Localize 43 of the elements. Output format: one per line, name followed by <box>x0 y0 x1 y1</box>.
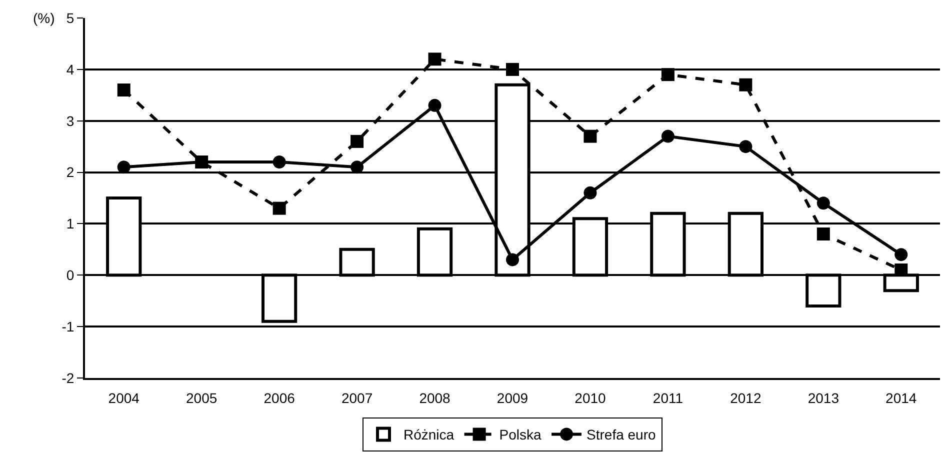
y-tick-label: 3 <box>66 112 74 129</box>
legend-label: Polska <box>499 426 542 443</box>
point <box>117 160 130 174</box>
point <box>506 62 519 76</box>
y-tick-label: -1 <box>62 318 74 334</box>
x-tick-label: 2011 <box>652 390 684 406</box>
y-tick-label: 1 <box>66 216 74 232</box>
x-tick-label: 2004 <box>108 390 140 406</box>
x-tick-label: 2013 <box>808 390 840 406</box>
x-tick-label: 2010 <box>574 390 606 406</box>
point <box>739 140 752 154</box>
x-tick-label: 2012 <box>730 390 762 406</box>
x-tick-label: 2007 <box>341 390 373 406</box>
point <box>661 68 674 82</box>
y-tick-label: 0 <box>66 267 74 284</box>
point <box>661 130 674 143</box>
point <box>428 98 442 112</box>
x-tick-label: 2005 <box>186 390 218 406</box>
point <box>272 156 286 168</box>
point <box>894 248 908 262</box>
point <box>195 156 208 168</box>
point <box>272 202 286 215</box>
point <box>350 134 364 148</box>
y-tick-label: 2 <box>66 164 74 180</box>
point <box>506 253 519 266</box>
y-tick-label: 5 <box>66 10 74 26</box>
point <box>584 130 597 143</box>
point <box>428 52 442 66</box>
point <box>739 78 752 92</box>
point <box>816 228 830 240</box>
y-tick-label: 4 <box>66 61 74 78</box>
point <box>117 84 130 96</box>
y-axis-title: (%) <box>33 10 55 26</box>
y-tick-label: -2 <box>62 370 74 386</box>
legend-label: Różnica <box>404 426 454 443</box>
point <box>816 196 830 210</box>
point <box>584 186 597 200</box>
point <box>350 160 364 174</box>
x-tick-label: 2008 <box>419 390 451 406</box>
legend-label: Strefa euro <box>586 426 656 443</box>
x-tick-label: 2006 <box>264 390 296 406</box>
x-tick-label: 2009 <box>496 390 528 406</box>
x-tick-label: 2014 <box>886 390 917 406</box>
